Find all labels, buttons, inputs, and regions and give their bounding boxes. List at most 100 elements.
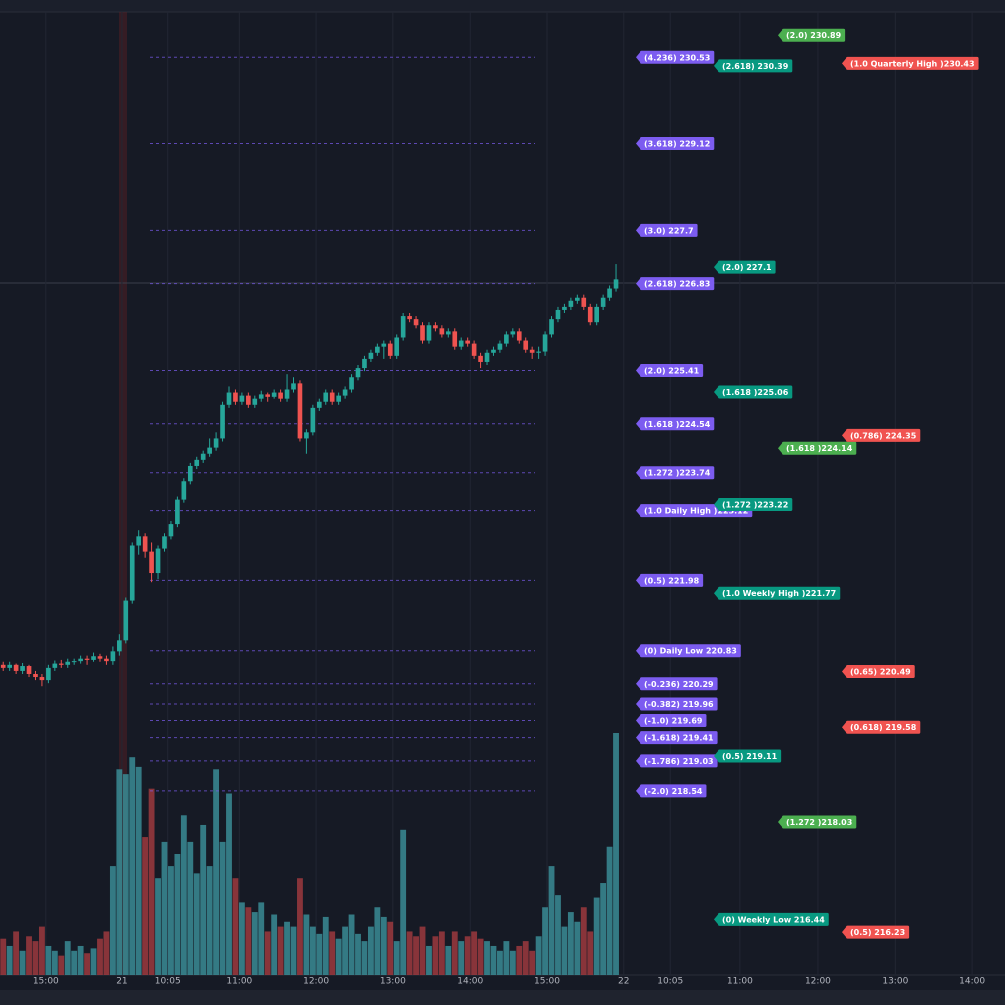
label-arrow: [842, 429, 847, 442]
candle-body: [162, 536, 167, 549]
x-tick-label: 14:00: [959, 977, 985, 987]
volume-bar: [45, 945, 52, 975]
volume-bar: [522, 941, 529, 975]
volume-bar: [484, 941, 490, 975]
x-tick-label: 15:00: [534, 977, 560, 987]
label-arrow: [842, 721, 847, 734]
x-tick-label: 22: [618, 977, 629, 987]
volume-bar: [187, 841, 194, 975]
x-tick-label: 13:00: [882, 977, 908, 987]
volume-bar: [432, 936, 439, 975]
label-arrow: [636, 784, 641, 797]
volume-bar: [6, 945, 13, 975]
volume-bar: [226, 793, 232, 975]
level-label: (1.272 )223.22: [722, 501, 788, 510]
candle-body: [33, 673, 38, 678]
volume-bar: [593, 897, 600, 975]
volume-bar: [109, 866, 116, 975]
volume-bar: [84, 953, 91, 975]
volume-bar: [232, 878, 239, 975]
volume-bar: [600, 883, 607, 975]
candle-body: [252, 398, 258, 405]
candle-body: [194, 459, 200, 466]
candle-body: [433, 325, 438, 329]
volume-bar: [503, 941, 510, 975]
label-arrow: [636, 51, 641, 64]
volume-bar: [464, 936, 471, 975]
candle-body: [607, 288, 612, 298]
candle-body: [458, 340, 464, 347]
level-label-box: [718, 912, 829, 926]
volume-bar: [529, 950, 536, 975]
volume-bar: [374, 907, 381, 975]
volume-bar: [142, 837, 149, 975]
candle-body: [155, 548, 161, 574]
volume-bar: [458, 941, 465, 975]
candle-body: [310, 407, 316, 433]
label-arrow: [714, 749, 719, 762]
volume-bar: [51, 950, 58, 975]
candle-body: [349, 377, 354, 390]
level-label-box: [640, 137, 715, 151]
level-label: (-2.0) 218.54: [644, 787, 703, 796]
candle-body: [0, 664, 6, 668]
level-label-box: [640, 677, 718, 691]
volume-bar: [303, 914, 310, 975]
volume-bar: [387, 921, 394, 975]
volume-bar: [400, 829, 407, 975]
volume-bar: [477, 938, 484, 975]
volume-bar: [393, 941, 400, 975]
candle-body: [491, 349, 496, 353]
candle-body: [497, 343, 503, 350]
level-label: (1.0 Quarterly High )230.43: [850, 59, 975, 68]
level-label: (1.0 Weekly High )221.77: [722, 589, 836, 598]
candle-body: [117, 640, 122, 652]
candle-body: [168, 524, 174, 537]
candle-body: [465, 340, 470, 344]
volume-bar: [0, 938, 7, 975]
candle-body: [484, 352, 490, 362]
volume-bar: [264, 931, 271, 975]
candle-body: [110, 651, 116, 662]
candle-body: [562, 306, 567, 310]
candle-body: [200, 453, 206, 460]
volume-bar: [555, 895, 561, 975]
candle-body: [278, 392, 283, 399]
candle-body: [452, 331, 458, 347]
candle-body: [394, 337, 400, 356]
level-label-box: [640, 784, 707, 798]
candle-body: [258, 394, 264, 399]
volume-bar: [206, 866, 213, 975]
label-arrow: [714, 261, 719, 274]
level-label: (0.786) 224.35: [850, 431, 917, 440]
volume-bar: [406, 931, 413, 975]
volume-bar: [180, 815, 187, 975]
level-label-box: [640, 466, 715, 480]
volume-bar: [64, 941, 71, 975]
candle-body: [271, 392, 277, 397]
label-arrow: [636, 574, 641, 587]
volume-bar: [380, 916, 387, 975]
volume-bar: [161, 841, 168, 975]
volume-bar: [39, 926, 45, 975]
level-label: (1.0 Daily High )223.12: [644, 507, 748, 516]
volume-bar: [516, 945, 523, 975]
candle-body: [413, 319, 419, 326]
level-labels: (4.236) 230.53 (3.618) 229.12 (3.0) 227.7 (…: [636, 28, 979, 939]
candle-body: [323, 392, 329, 402]
level-label: (-1.786) 219.03: [644, 757, 714, 766]
level-label-box: [640, 697, 718, 711]
volume-bar: [426, 945, 432, 975]
candle-body: [368, 352, 374, 359]
volume-bar: [32, 941, 39, 975]
candle-body: [65, 661, 71, 665]
level-label: (1.618 )224.54: [644, 420, 711, 429]
level-label: (2.0) 225.41: [644, 367, 700, 376]
volume-bar: [367, 926, 374, 975]
label-arrow: [714, 587, 719, 600]
volume-bar: [567, 912, 574, 975]
volume-bar: [471, 931, 478, 975]
label-arrow: [636, 277, 641, 290]
candle-body: [542, 334, 548, 352]
level-label-box: [640, 573, 704, 587]
